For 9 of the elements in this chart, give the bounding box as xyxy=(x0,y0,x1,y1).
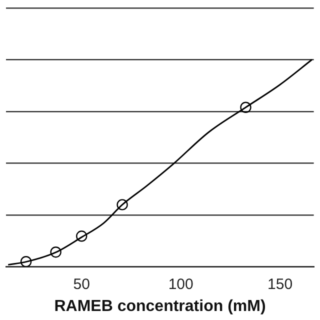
x-tick-label: 100 xyxy=(168,276,194,293)
point xyxy=(50,246,62,258)
point xyxy=(240,102,252,113)
x-tick-label: 150 xyxy=(268,276,293,293)
point xyxy=(116,199,128,210)
point xyxy=(20,256,32,267)
point xyxy=(76,230,88,242)
x-axis-title: RAMEB concentration (mM) xyxy=(54,298,266,315)
x-tick-label: 50 xyxy=(73,276,90,293)
